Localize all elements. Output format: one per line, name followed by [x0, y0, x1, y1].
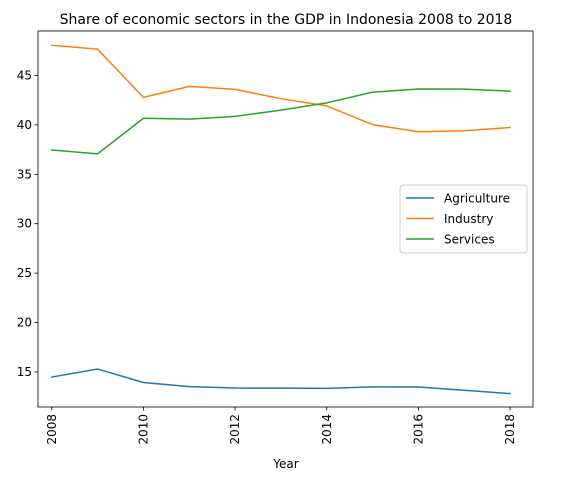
- chart-title: Share of economic sectors in the GDP in …: [60, 12, 513, 28]
- y-tick-label: 45: [17, 68, 32, 82]
- x-tick-label: 2014: [320, 414, 334, 445]
- plot-area: 15 20 25 30 35 40 45 2008 2010 2012 2014 2016 2018: [17, 30, 534, 445]
- legend-box: [399, 184, 528, 254]
- x-tick-label: 2008: [45, 414, 59, 445]
- y-tick-label: 25: [17, 266, 32, 280]
- legend-label-industry: Industry: [444, 212, 493, 226]
- series-line-industry: [50, 44, 511, 133]
- series-line-services: [50, 88, 511, 155]
- x-axis-label: Year: [272, 457, 298, 471]
- x-tick-label: 2018: [503, 414, 517, 445]
- x-tick-label: 2012: [228, 414, 242, 445]
- y-tick-label: 20: [17, 316, 32, 330]
- x-tick-label: 2016: [411, 414, 425, 445]
- plot-frame: [37, 30, 534, 408]
- legend-label-agriculture: Agriculture: [444, 192, 510, 206]
- y-tick-label: 35: [17, 167, 32, 181]
- legend: Agriculture Industry Services: [399, 184, 528, 254]
- y-tick-label: 40: [17, 118, 32, 132]
- series-line-agriculture: [50, 368, 511, 395]
- y-tick-label: 15: [17, 365, 32, 379]
- y-tick-label: 30: [17, 217, 32, 231]
- x-tick-label: 2010: [136, 414, 150, 445]
- legend-label-services: Services: [444, 233, 495, 247]
